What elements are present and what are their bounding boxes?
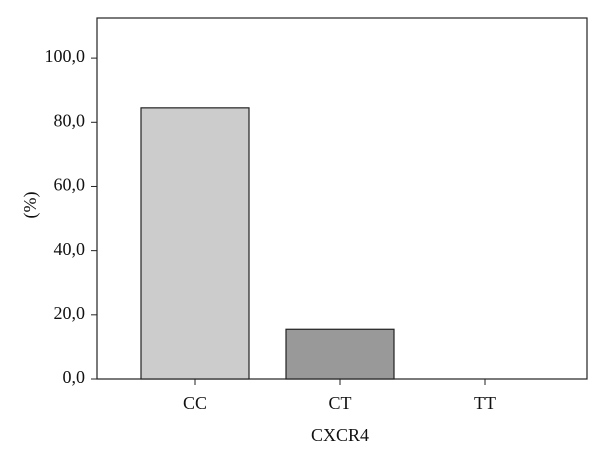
y-tick-label: 20,0 [54,303,86,323]
x-axis-label: CXCR4 [311,425,369,445]
bar [285,328,395,380]
y-tick-label: 60,0 [54,175,86,195]
y-axis-label: (%) [20,192,41,219]
y-tick-label: 100,0 [45,46,86,66]
y-tick-label: 0,0 [63,367,86,387]
x-tick-label: CT [328,393,351,413]
bar [140,107,250,380]
y-tick-label: 40,0 [54,239,86,259]
x-tick-label: TT [474,393,496,413]
x-tick-label: CC [183,393,207,413]
y-tick-label: 80,0 [54,110,86,130]
